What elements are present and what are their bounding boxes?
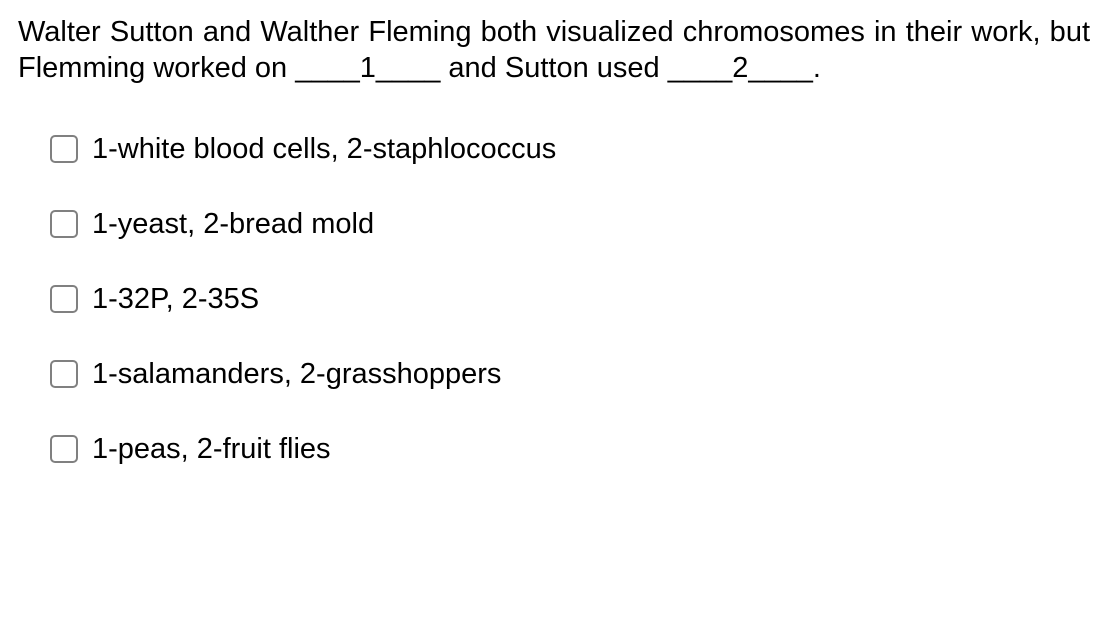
option-label: 1-peas, 2-fruit flies xyxy=(92,435,331,464)
checkbox-icon[interactable] xyxy=(50,285,78,313)
checkbox-icon[interactable] xyxy=(50,435,78,463)
checkbox-icon[interactable] xyxy=(50,135,78,163)
option-label: 1-yeast, 2-bread mold xyxy=(92,210,374,239)
option-row[interactable]: 1-salamanders, 2-grasshoppers xyxy=(50,360,1090,389)
option-row[interactable]: 1-peas, 2-fruit flies xyxy=(50,435,1090,464)
option-label: 1-white blood cells, 2-staphlococcus xyxy=(92,135,556,164)
option-row[interactable]: 1-32P, 2-35S xyxy=(50,285,1090,314)
option-label: 1-salamanders, 2-grasshoppers xyxy=(92,360,501,389)
question-text: Walter Sutton and Walther Fleming both v… xyxy=(18,14,1090,87)
options-list: 1-white blood cells, 2-staphlococcus 1-y… xyxy=(18,135,1090,464)
option-row[interactable]: 1-yeast, 2-bread mold xyxy=(50,210,1090,239)
option-label: 1-32P, 2-35S xyxy=(92,285,259,314)
checkbox-icon[interactable] xyxy=(50,210,78,238)
quiz-container: Walter Sutton and Walther Fleming both v… xyxy=(0,0,1108,464)
option-row[interactable]: 1-white blood cells, 2-staphlococcus xyxy=(50,135,1090,164)
checkbox-icon[interactable] xyxy=(50,360,78,388)
